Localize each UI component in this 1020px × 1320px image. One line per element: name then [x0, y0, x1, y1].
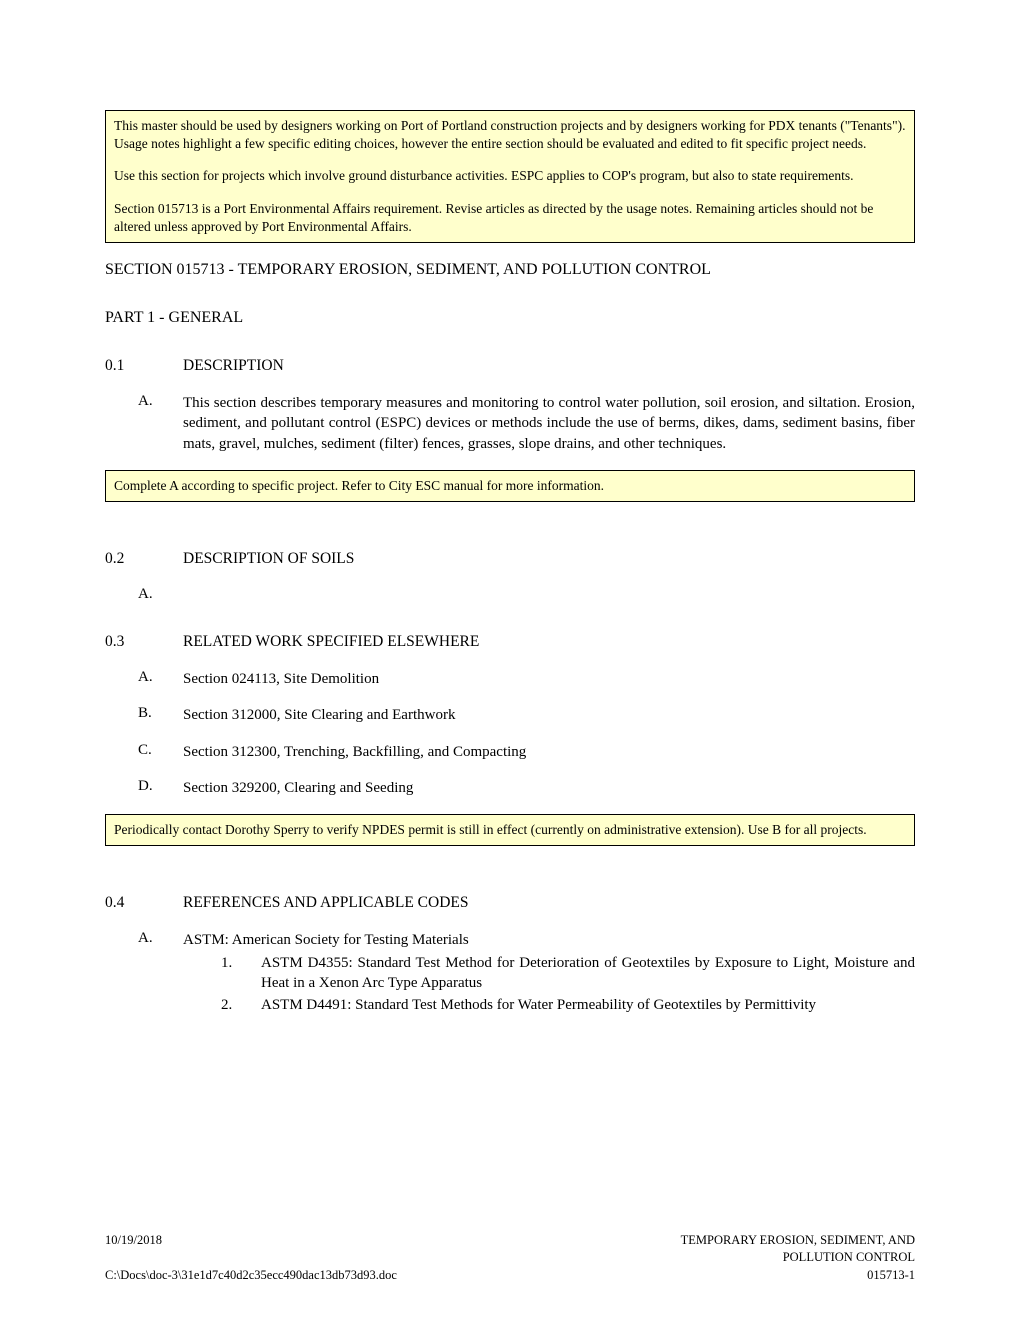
footer-title-1: TEMPORARY EROSION, SEDIMENT, AND — [681, 1232, 915, 1250]
item-content: This section describes temporary measure… — [183, 393, 915, 454]
item-content — [183, 586, 915, 603]
item-0-4-a: A. ASTM: American Society for Testing Ma… — [105, 930, 915, 1015]
subitem-num: 2. — [221, 995, 261, 1015]
usage-note-1: This master should be used by designers … — [105, 110, 915, 243]
item-0-2-a: A. — [105, 586, 915, 603]
heading-text: DESCRIPTION — [183, 357, 284, 375]
footer-title-2: POLLUTION CONTROL — [783, 1249, 915, 1267]
item-0-1-a: A. This section describes temporary meas… — [105, 393, 915, 454]
item-content: Section 312300, Trenching, Backfilling, … — [183, 742, 915, 762]
item-letter: A. — [138, 393, 183, 454]
footer-date: 10/19/2018 — [105, 1232, 162, 1250]
usage-note-3: Periodically contact Dorothy Sperry to v… — [105, 814, 915, 846]
item-0-3-d: D. Section 329200, Clearing and Seeding — [105, 778, 915, 798]
part-title: PART 1 - GENERAL — [105, 309, 915, 327]
note1-p1: This master should be used by designers … — [114, 117, 906, 153]
heading-0-3: 0.3 RELATED WORK SPECIFIED ELSEWHERE — [105, 633, 915, 651]
item-letter: B. — [138, 705, 183, 725]
subitem-0-4-a-2: 2. ASTM D4491: Standard Test Methods for… — [183, 995, 915, 1015]
item-letter: D. — [138, 778, 183, 798]
usage-note-2: Complete A according to specific project… — [105, 470, 915, 502]
document-page: This master should be used by designers … — [0, 0, 1020, 1320]
note3-text: Periodically contact Dorothy Sperry to v… — [114, 821, 906, 839]
heading-num: 0.4 — [105, 894, 183, 912]
item-content: ASTM: American Society for Testing Mater… — [183, 930, 915, 1015]
note1-p2: Use this section for projects which invo… — [114, 167, 906, 185]
footer-path: C:\Docs\doc-3\31e1d7c40d2c35ecc490dac13d… — [105, 1267, 397, 1285]
item-0-3-c: C. Section 312300, Trenching, Backfillin… — [105, 742, 915, 762]
heading-text: RELATED WORK SPECIFIED ELSEWHERE — [183, 633, 479, 651]
note2-text: Complete A according to specific project… — [114, 477, 906, 495]
page-footer: 10/19/2018 TEMPORARY EROSION, SEDIMENT, … — [105, 1232, 915, 1285]
heading-0-1: 0.1 DESCRIPTION — [105, 357, 915, 375]
heading-num: 0.1 — [105, 357, 183, 375]
item-letter: A. — [138, 586, 183, 603]
item-letter: A. — [138, 669, 183, 689]
item-0-3-a: A. Section 024113, Site Demolition — [105, 669, 915, 689]
heading-text: DESCRIPTION OF SOILS — [183, 550, 354, 568]
item-content: Section 024113, Site Demolition — [183, 669, 915, 689]
footer-pageref: 015713-1 — [867, 1267, 915, 1285]
note1-p3: Section 015713 is a Port Environmental A… — [114, 200, 906, 236]
subitem-0-4-a-1: 1. ASTM D4355: Standard Test Method for … — [183, 953, 915, 994]
subitem-content: ASTM D4355: Standard Test Method for Det… — [261, 953, 915, 994]
item-letter: A. — [138, 930, 183, 1015]
item-text: ASTM: American Society for Testing Mater… — [183, 932, 469, 948]
subitem-content: ASTM D4491: Standard Test Methods for Wa… — [261, 995, 915, 1015]
item-content: Section 329200, Clearing and Seeding — [183, 778, 915, 798]
item-0-3-b: B. Section 312000, Site Clearing and Ear… — [105, 705, 915, 725]
subitem-num: 1. — [221, 953, 261, 994]
item-content: Section 312000, Site Clearing and Earthw… — [183, 705, 915, 725]
item-letter: C. — [138, 742, 183, 762]
heading-0-4: 0.4 REFERENCES AND APPLICABLE CODES — [105, 894, 915, 912]
heading-0-2: 0.2 DESCRIPTION OF SOILS — [105, 550, 915, 568]
section-title: SECTION 015713 - TEMPORARY EROSION, SEDI… — [105, 261, 915, 279]
heading-num: 0.2 — [105, 550, 183, 568]
heading-num: 0.3 — [105, 633, 183, 651]
heading-text: REFERENCES AND APPLICABLE CODES — [183, 894, 469, 912]
